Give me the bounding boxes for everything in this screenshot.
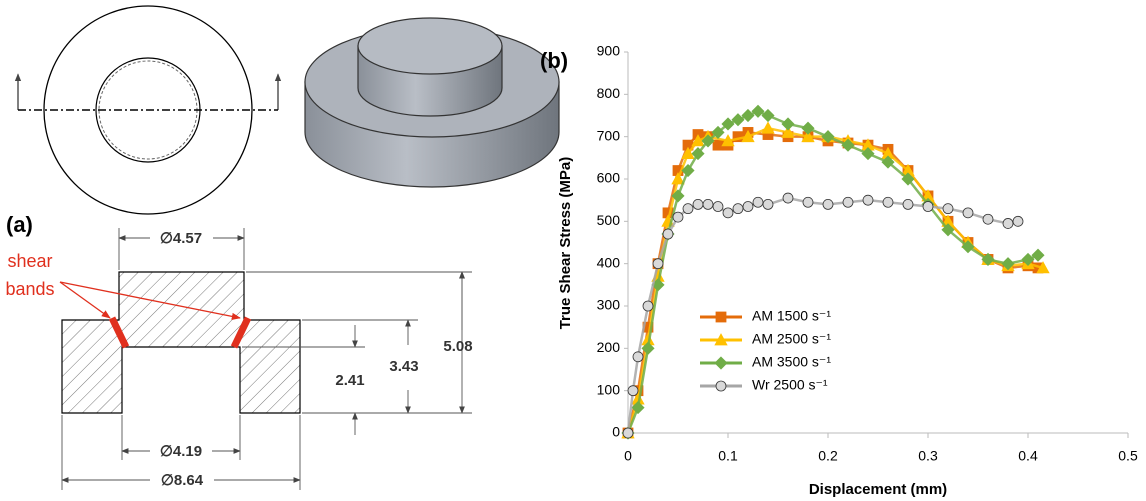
marker <box>633 352 643 362</box>
marker <box>823 199 833 209</box>
marker <box>753 197 763 207</box>
marker <box>782 118 794 130</box>
marker <box>743 202 753 212</box>
marker <box>693 199 703 209</box>
x-tick-label: 0.2 <box>818 448 838 464</box>
y-tick-label: 300 <box>597 297 621 313</box>
dimension-label: ∅4.19 <box>160 443 202 460</box>
marker <box>703 199 713 209</box>
marker <box>733 204 743 214</box>
y-tick-label: 100 <box>597 381 621 397</box>
annotation: shear <box>7 251 52 271</box>
chart: (b) Displacement (mm) True Shear Stress … <box>540 43 1138 498</box>
y-tick-label: 900 <box>597 43 621 59</box>
marker <box>783 193 793 203</box>
marker <box>863 195 873 205</box>
marker <box>713 140 723 150</box>
chart-title: (b) <box>540 48 568 73</box>
isometric-view <box>305 18 559 187</box>
legend-label: AM 1500 s⁻¹ <box>752 308 831 324</box>
y-tick-label: 200 <box>597 339 621 355</box>
marker <box>963 208 973 218</box>
legend-marker <box>716 312 726 322</box>
x-tick-label: 0.1 <box>718 448 738 464</box>
marker <box>1003 218 1013 228</box>
marker <box>673 212 683 222</box>
x-tick-label: 0 <box>624 448 632 464</box>
y-tick-label: 700 <box>597 127 621 143</box>
marker <box>628 386 638 396</box>
section-view <box>60 272 300 413</box>
y-tick-label: 600 <box>597 170 621 186</box>
marker <box>983 214 993 224</box>
marker <box>883 197 893 207</box>
y-tick-label: 400 <box>597 254 621 270</box>
top-view <box>18 6 278 214</box>
marker <box>1013 216 1023 226</box>
dimension-label: 3.43 <box>389 358 418 375</box>
marker <box>623 428 633 438</box>
figure: (a) shear bands ∅4.57 2.41 3.43 5.08 ∅4.… <box>0 0 1146 501</box>
legend-label: AM 3500 s⁻¹ <box>752 354 831 370</box>
x-tick-label: 0.5 <box>1118 448 1138 464</box>
x-tick-label: 0.4 <box>1018 448 1038 464</box>
marker <box>923 202 933 212</box>
marker <box>663 229 673 239</box>
marker <box>843 197 853 207</box>
marker <box>903 199 913 209</box>
marker <box>683 204 693 214</box>
marker <box>763 199 773 209</box>
marker <box>643 301 653 311</box>
legend-label: Wr 2500 s⁻¹ <box>752 377 828 393</box>
dimension-label: ∅8.64 <box>161 472 204 489</box>
y-tick-label: 800 <box>597 85 621 101</box>
dimension-label: ∅4.57 <box>160 230 202 247</box>
marker <box>713 202 723 212</box>
series-line <box>628 111 1038 433</box>
marker <box>762 122 774 133</box>
marker <box>803 197 813 207</box>
dimension-label: 5.08 <box>443 338 472 355</box>
x-axis-label: Displacement (mm) <box>809 481 947 498</box>
marker <box>653 259 663 269</box>
series-line <box>628 132 1038 433</box>
y-tick-label: 500 <box>597 212 621 228</box>
marker <box>723 208 733 218</box>
panel-label: (a) <box>6 212 33 237</box>
annotation: bands <box>5 279 54 299</box>
x-tick-label: 0.3 <box>918 448 938 464</box>
dimension-label: 2.41 <box>335 372 364 389</box>
y-axis-label: True Shear Stress (MPa) <box>557 157 574 330</box>
legend-marker <box>716 381 726 391</box>
y-tick-label: 0 <box>612 424 620 440</box>
legend-label: AM 2500 s⁻¹ <box>752 331 831 347</box>
marker <box>943 204 953 214</box>
legend-marker <box>715 357 727 369</box>
